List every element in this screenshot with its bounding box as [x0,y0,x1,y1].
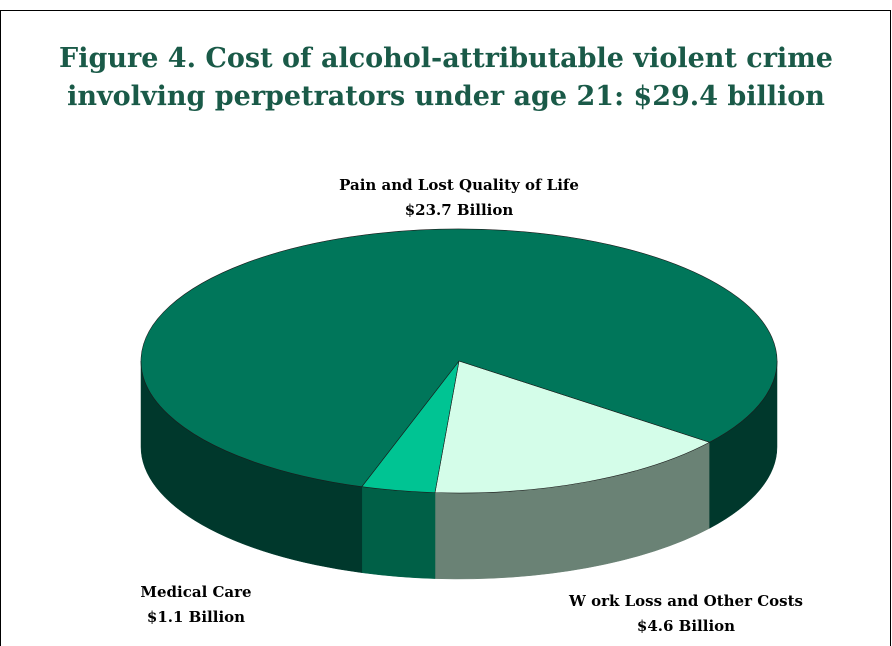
chart-title: Figure 4. Cost of alcohol-attributable v… [0,40,892,116]
chart-title-line-2: involving perpetrators under age 21: $29… [67,81,825,112]
chart-title-line-1: Figure 4. Cost of alcohol-attributable v… [59,43,833,74]
slice-label-w-ork-loss-and-other-costs: W ork Loss and Other Costs [568,592,803,610]
slice-value-w-ork-loss-and-other-costs: $4.6 Billion [637,617,735,635]
pie-slice-w-ork-loss-and-other-costs [434,360,711,494]
chart-frame [0,10,891,646]
slice-label-medical-care: Medical Care [140,583,251,601]
slice-value-pain-and-lost-quality-of-life: $23.7 Billion [405,201,514,219]
slice-label-pain-and-lost-quality-of-life: Pain and Lost Quality of Life [339,176,579,194]
pie-slice-pain-and-lost-quality-of-life [140,228,778,488]
chart-frame-right-edge [890,10,891,646]
slice-value-medical-care: $1.1 Billion [147,608,245,626]
pie-side-medical-care [361,486,436,579]
